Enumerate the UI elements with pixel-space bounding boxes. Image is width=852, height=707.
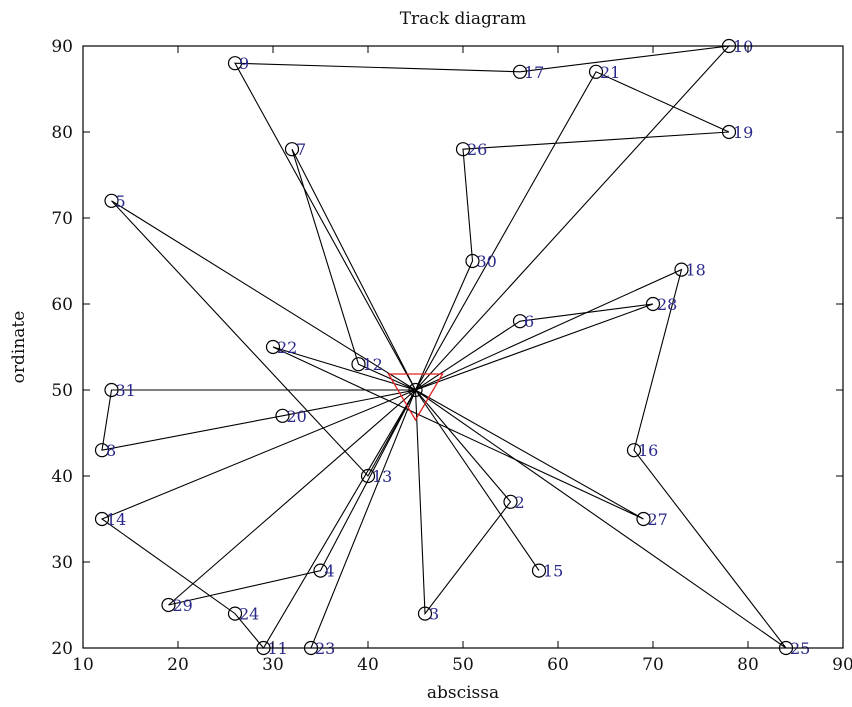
route-line-7 (415, 303, 654, 391)
customer-point-18 (674, 262, 689, 277)
customer-point-21 (588, 64, 604, 79)
route-line-8 (415, 268, 787, 649)
route-line-2 (234, 45, 731, 391)
customer-point-29 (161, 597, 176, 613)
route-line-1 (414, 71, 730, 391)
customer-point-6 (512, 314, 528, 329)
route-line-4 (111, 200, 416, 477)
customer-label-15: 15 (543, 562, 563, 581)
customer-label-8: 8 (106, 441, 116, 460)
plot-frame (82, 45, 844, 649)
y-tick-label: 90 (51, 37, 73, 57)
customer-point-12 (351, 357, 366, 372)
customer-label-19: 19 (733, 123, 753, 142)
customer-label-2: 2 (515, 493, 525, 512)
customer-point-19 (721, 124, 737, 140)
customer-label-12: 12 (363, 355, 383, 374)
customer-label-27: 27 (648, 510, 668, 529)
customer-label-28: 28 (657, 295, 677, 314)
x-axis-title: abscissa (427, 683, 499, 703)
customer-label-17: 17 (524, 63, 544, 82)
customer-point-17 (512, 64, 528, 79)
y-tick-label: 30 (51, 553, 73, 573)
customer-label-18: 18 (686, 261, 706, 280)
route-line-12 (310, 389, 417, 649)
points-layer: 2345678910111213141516171819202122232425… (94, 37, 810, 658)
customer-label-9: 9 (239, 54, 249, 73)
route-line-10 (414, 389, 512, 616)
customer-label-5: 5 (116, 192, 126, 211)
x-tick-label: 30 (262, 655, 284, 675)
customer-label-26: 26 (467, 140, 487, 159)
x-tick-label: 20 (167, 655, 189, 675)
y-tick-label: 80 (51, 123, 73, 143)
routes-layer (100, 45, 787, 649)
customer-label-13: 13 (372, 467, 392, 486)
customer-point-5 (104, 193, 119, 208)
x-tick-label: 50 (452, 655, 474, 675)
customer-label-24: 24 (239, 605, 259, 624)
customer-label-30: 30 (477, 252, 497, 271)
route-line-9 (415, 389, 540, 571)
customer-point-20 (275, 408, 290, 423)
chart-title: Track diagram (400, 9, 527, 29)
customer-label-16: 16 (638, 441, 658, 460)
customer-point-24 (227, 606, 243, 621)
customer-label-21: 21 (600, 63, 620, 82)
customer-label-6: 6 (524, 312, 534, 331)
customer-point-16 (626, 443, 642, 458)
x-tick-label: 40 (357, 655, 379, 675)
x-tick-label: 80 (737, 655, 759, 675)
customer-point-31 (104, 382, 119, 398)
y-tick-label: 40 (51, 467, 73, 487)
customer-label-14: 14 (106, 510, 126, 529)
customer-label-3: 3 (429, 605, 439, 624)
customer-point-27 (636, 511, 651, 527)
route-line-6 (101, 389, 416, 451)
y-tick-label: 20 (51, 639, 73, 659)
depot-triangle-marker (387, 373, 444, 422)
customer-point-22 (265, 339, 281, 355)
customer-label-22: 22 (277, 338, 297, 357)
x-tick-label: 70 (642, 655, 664, 675)
route-line-11 (168, 389, 416, 606)
customer-label-4: 4 (325, 562, 335, 581)
customer-label-31: 31 (116, 381, 136, 400)
customer-label-7: 7 (296, 140, 306, 159)
customer-point-3 (417, 606, 433, 621)
customer-label-29: 29 (173, 596, 193, 615)
customer-point-14 (94, 511, 110, 527)
y-tick-label: 50 (51, 381, 73, 401)
route-line-3 (291, 148, 416, 391)
customer-point-9 (227, 56, 243, 71)
customer-point-26 (455, 142, 471, 157)
customer-point-30 (465, 253, 480, 269)
customer-point-7 (284, 142, 300, 157)
customer-point-13 (360, 468, 376, 484)
route-line-13 (100, 389, 416, 649)
x-tick-label: 60 (547, 655, 569, 675)
x-tick-label: 90 (832, 655, 852, 675)
y-axis-title: ordinate (9, 311, 29, 384)
depot-circle (408, 382, 423, 398)
y-tick-label: 70 (51, 209, 73, 229)
customer-label-20: 20 (287, 407, 307, 426)
customer-point-8 (94, 443, 110, 458)
x-tick-label: 10 (72, 655, 94, 675)
y-tick-label: 60 (51, 295, 73, 315)
customer-point-28 (645, 296, 661, 312)
route-line-5 (272, 346, 644, 520)
customer-point-4 (313, 563, 328, 578)
customer-point-15 (531, 563, 547, 578)
customer-point-2 (503, 494, 518, 509)
